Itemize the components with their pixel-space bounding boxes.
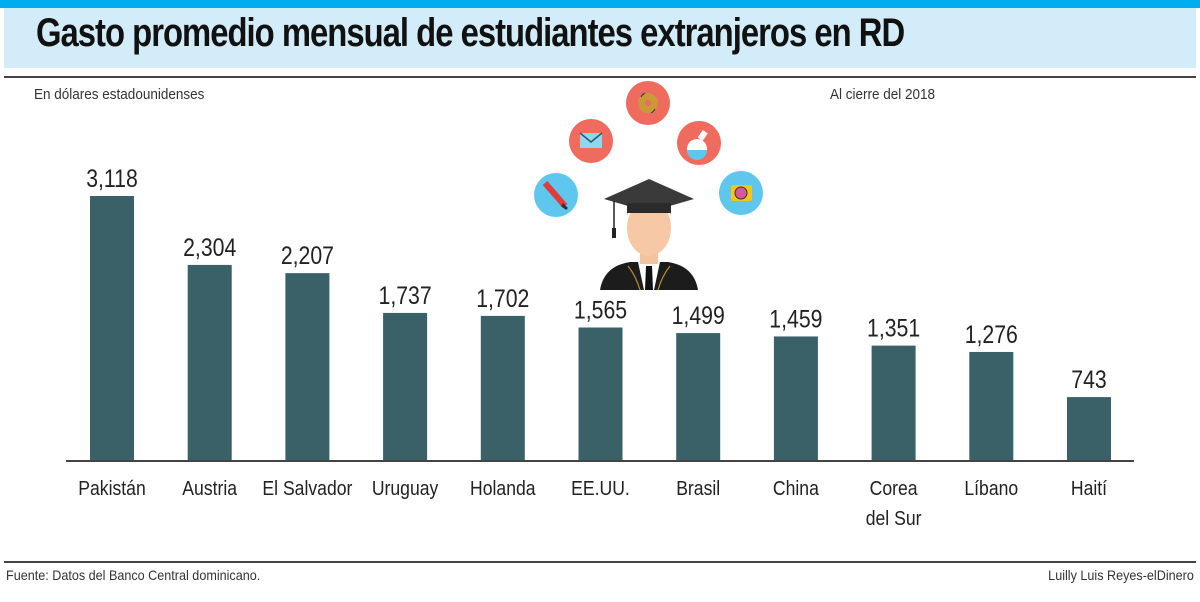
graduate-avatar-icon [600,179,698,291]
category-label-10: Haití [1071,477,1108,499]
header-divider [4,76,1196,78]
bar-6 [676,333,721,460]
category-label-7: China [773,477,819,499]
data-label-1: 2,304 [183,233,236,261]
category-label-8-line-0: Corea [870,477,918,499]
title-band [4,8,1196,68]
data-label-10: 743 [1071,365,1106,393]
top-accent-bar [0,0,1200,8]
flask-icon [677,121,721,165]
bar-7 [773,336,818,460]
data-label-6: 1,499 [672,301,725,329]
data-label-2: 2,207 [281,242,334,270]
category-label-2: El Salvador [262,477,352,499]
chart-title: Gasto promedio mensual de estudiantes ex… [36,11,905,55]
category-label-5: EE.UU. [571,477,630,499]
category-labels-layer: Pakistán Austria El Salvador Uruguay Holanda… [78,477,1108,529]
bar-2 [285,273,330,460]
bar-8 [871,345,916,460]
bar-3 [383,312,428,460]
source-note: Fuente: Datos del Banco Central dominica… [6,567,261,583]
footer-divider [4,561,1196,563]
credit-note: Luilly Luis Reyes-elDinero [1048,567,1194,583]
bar-1 [187,264,232,460]
bar-0 [90,196,134,460]
bar-9 [969,351,1014,460]
camera-icon [719,171,763,215]
envelope-icon [569,119,613,163]
bars-layer [90,196,1111,460]
category-label-4: Holanda [470,477,536,499]
data-label-7: 1,459 [769,305,822,333]
data-label-3: 1,737 [379,281,432,309]
category-label-3: Uruguay [372,477,439,499]
data-label-8: 1,351 [867,314,920,342]
category-label-8-line-1: del Sur [866,507,922,529]
category-label-6: Brasil [676,477,720,499]
bar-4 [480,315,525,460]
data-label-9: 1,276 [965,320,1018,348]
bar-5 [578,327,623,460]
data-label-4: 1,702 [476,284,529,312]
pencil-icon [534,173,578,217]
bar-10 [1067,397,1111,460]
labels-layer: 3,118 2,304 2,207 1,737 1,702 1,565 1,499 1,459… [86,164,1107,393]
unit-note: En dólares estadounidenses [34,86,205,103]
data-label-0: 3,118 [86,164,138,192]
disc-icon [626,81,670,125]
date-note: Al cierre del 2018 [830,86,936,103]
illustration [534,81,763,291]
category-label-0: Pakistán [78,477,145,499]
category-label-1: Austria [182,477,237,499]
data-label-5: 1,565 [574,296,627,324]
category-label-9: Líbano [964,477,1018,499]
